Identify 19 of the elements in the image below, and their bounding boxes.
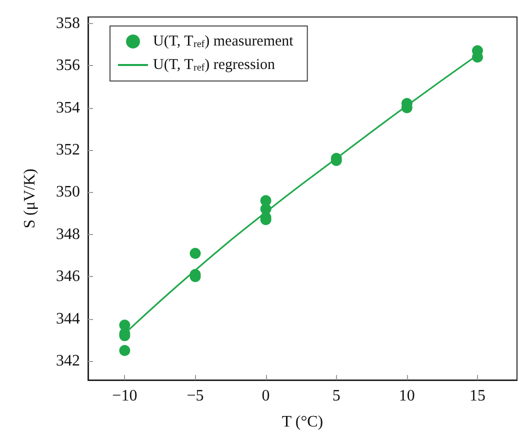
x-tick-label: 0	[262, 388, 270, 404]
y-tick-label: 356	[56, 57, 80, 74]
y-tick-label: 342	[56, 352, 80, 370]
y-tick-label: 352	[56, 141, 80, 158]
x-tick-label: 15	[469, 388, 486, 404]
x-tick-label: 5	[332, 388, 340, 404]
y-tick-label: 358	[56, 14, 80, 32]
y-tick-label: 354	[56, 99, 80, 116]
y-tick-label: 350	[56, 184, 80, 201]
y-tick-label: 346	[56, 268, 80, 286]
y-tick-label: 348	[56, 226, 80, 243]
y-tick-label: 344	[56, 310, 80, 328]
point	[190, 248, 201, 259]
y-axis-title: S (μV/K)	[22, 168, 38, 228]
x-axis-title: T (°C)	[282, 414, 324, 430]
x-tick-label: −10	[112, 388, 138, 404]
point	[119, 344, 130, 356]
x-tick-label: 10	[398, 388, 415, 404]
x-tick-label: −5	[186, 388, 204, 404]
